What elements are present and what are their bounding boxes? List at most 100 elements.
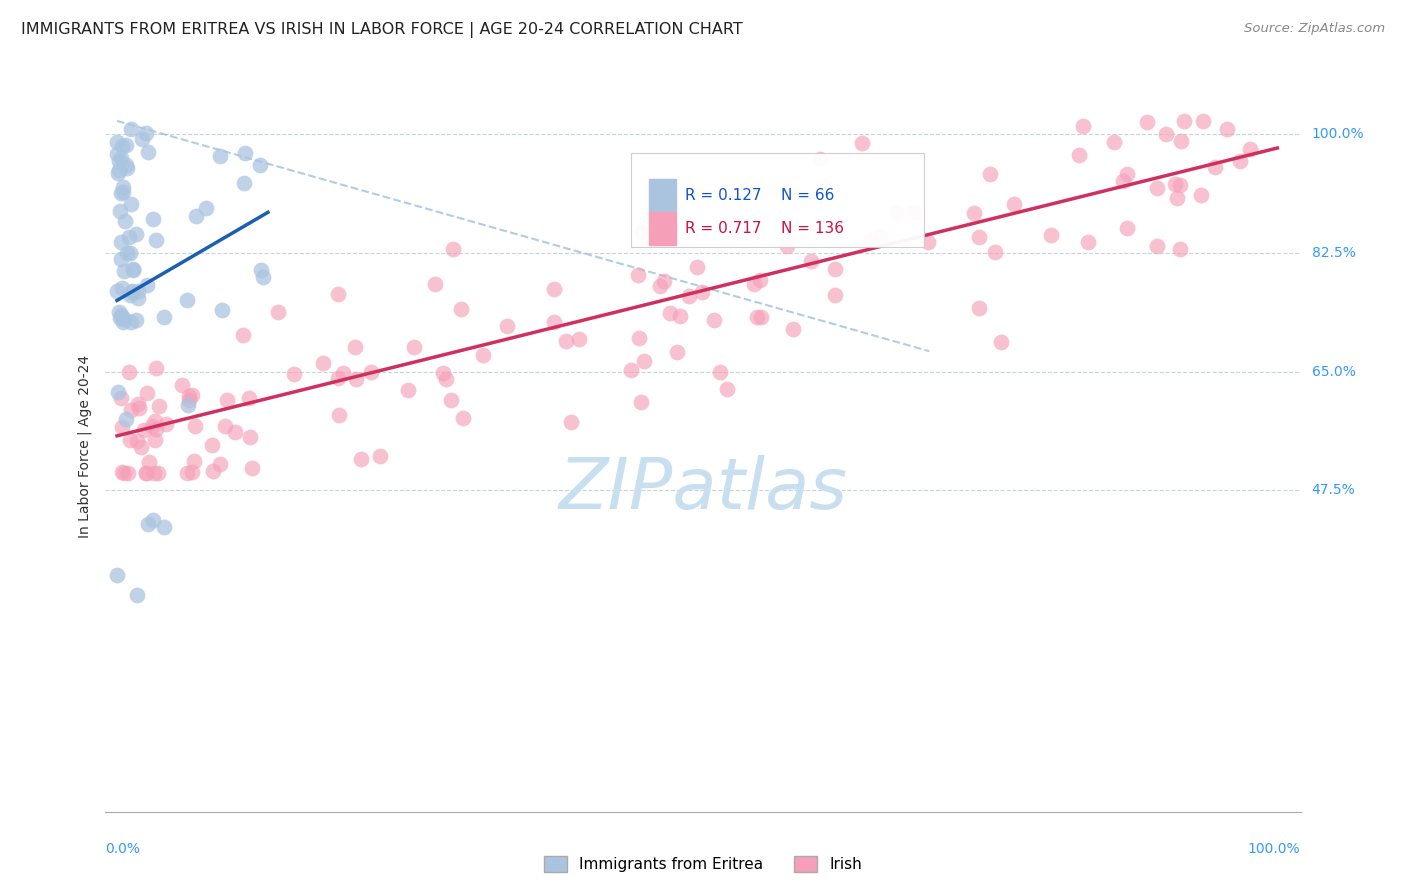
Bar xyxy=(650,212,675,244)
Point xyxy=(252,269,274,284)
Point xyxy=(215,393,238,408)
Point xyxy=(1192,114,1215,128)
Point xyxy=(678,288,700,302)
Point xyxy=(183,454,205,468)
Point xyxy=(543,281,565,295)
Point xyxy=(1216,122,1239,136)
Point xyxy=(111,180,134,194)
Point xyxy=(114,214,136,228)
Point xyxy=(105,147,128,161)
Point xyxy=(117,466,139,480)
Point xyxy=(108,204,131,219)
Point xyxy=(115,246,138,260)
Point xyxy=(143,414,166,428)
Point xyxy=(145,422,167,436)
Point xyxy=(121,403,143,417)
Point xyxy=(135,466,157,480)
Point xyxy=(686,260,709,274)
Point xyxy=(127,284,149,298)
Point xyxy=(120,315,142,329)
Point xyxy=(747,310,769,324)
Point xyxy=(669,309,692,323)
Point xyxy=(108,153,131,168)
Point xyxy=(742,277,765,292)
Point xyxy=(115,158,138,172)
Point xyxy=(155,417,177,431)
Text: 82.5%: 82.5% xyxy=(1312,246,1355,260)
Point xyxy=(233,176,256,190)
Point xyxy=(105,284,128,298)
Point xyxy=(233,145,256,160)
Point xyxy=(328,287,350,301)
Point xyxy=(311,355,333,369)
Point xyxy=(121,261,143,276)
Point xyxy=(184,419,207,434)
Text: 47.5%: 47.5% xyxy=(1312,483,1355,497)
Point xyxy=(749,273,772,287)
Point xyxy=(177,398,200,412)
Point xyxy=(543,315,565,329)
Point xyxy=(1170,134,1192,148)
Point xyxy=(749,310,772,324)
Point xyxy=(111,281,134,295)
Point xyxy=(108,304,131,318)
Point xyxy=(142,466,165,480)
Point xyxy=(120,197,142,211)
Point xyxy=(343,340,366,354)
Point xyxy=(1067,147,1090,161)
Point xyxy=(120,122,142,136)
Point xyxy=(963,205,986,219)
Point xyxy=(423,277,446,291)
Point xyxy=(620,362,643,376)
Point xyxy=(138,455,160,469)
Point xyxy=(186,209,208,223)
Point xyxy=(368,450,391,464)
Point xyxy=(125,227,148,241)
Point xyxy=(703,313,725,327)
Point xyxy=(1136,115,1159,129)
Point xyxy=(776,238,799,252)
Point xyxy=(232,328,254,343)
Point xyxy=(884,205,907,219)
Point xyxy=(115,138,138,153)
Point xyxy=(224,425,246,439)
Text: Source: ZipAtlas.com: Source: ZipAtlas.com xyxy=(1244,22,1385,36)
Point xyxy=(344,372,367,386)
Point xyxy=(111,310,134,325)
Point xyxy=(152,520,174,534)
Point xyxy=(633,354,655,368)
Point xyxy=(131,132,153,146)
Point xyxy=(1002,196,1025,211)
Point xyxy=(172,378,194,392)
Point xyxy=(201,438,224,452)
Point xyxy=(111,419,134,434)
Point xyxy=(110,151,132,165)
Point xyxy=(560,415,582,429)
Point xyxy=(709,365,731,379)
Point xyxy=(142,514,165,528)
Point xyxy=(967,301,990,315)
Point xyxy=(180,388,202,402)
Point xyxy=(107,135,129,149)
Point xyxy=(917,235,939,249)
Point xyxy=(249,158,271,172)
Point xyxy=(128,401,150,416)
Point xyxy=(238,430,260,444)
Point xyxy=(328,409,350,423)
FancyBboxPatch shape xyxy=(631,153,924,247)
Point xyxy=(283,368,305,382)
Point xyxy=(112,264,135,278)
Point xyxy=(118,246,141,260)
Point xyxy=(136,516,159,531)
Point xyxy=(211,303,233,318)
Point xyxy=(110,308,132,322)
Point xyxy=(990,334,1012,349)
Point xyxy=(132,423,155,437)
Point xyxy=(145,433,167,447)
Point xyxy=(141,419,163,434)
Point xyxy=(1077,235,1099,250)
Text: R = 0.717    N = 136: R = 0.717 N = 136 xyxy=(685,221,844,235)
Point xyxy=(148,466,170,480)
Point xyxy=(148,399,170,413)
Text: IMMIGRANTS FROM ERITREA VS IRISH IN LABOR FORCE | AGE 20-24 CORRELATION CHART: IMMIGRANTS FROM ERITREA VS IRISH IN LABO… xyxy=(21,22,742,38)
